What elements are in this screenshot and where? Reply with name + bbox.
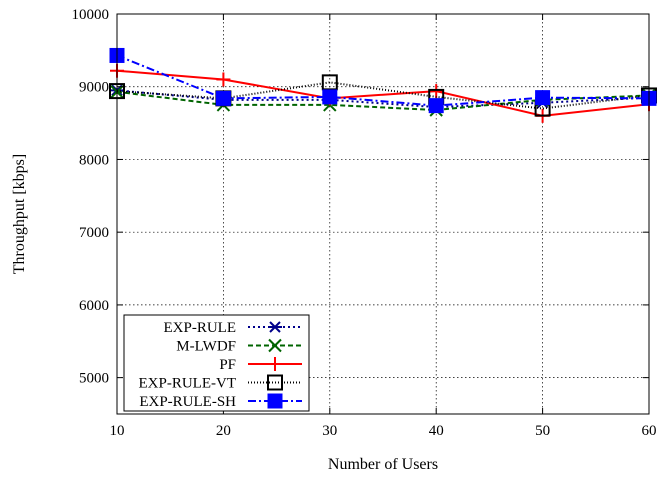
y-axis-label: Throughput [kbps] bbox=[11, 154, 28, 274]
x-tick-label: 20 bbox=[216, 423, 231, 439]
y-tick-label: 8000 bbox=[79, 152, 109, 168]
legend-label: PF bbox=[219, 357, 236, 373]
series-line bbox=[116, 90, 650, 112]
y-tick-label: 9000 bbox=[79, 80, 109, 96]
x-axis-label: Number of Users bbox=[328, 456, 438, 473]
legend-marker bbox=[267, 374, 283, 391]
grid-lines bbox=[117, 14, 649, 414]
x-tick-label: 60 bbox=[642, 423, 657, 439]
legend-label: EXP-RULE bbox=[164, 320, 237, 336]
legend-label: EXP-RULE-SH bbox=[139, 394, 236, 410]
axis-ticks bbox=[116, 13, 650, 414]
series-line bbox=[116, 54, 650, 107]
legend-marker bbox=[267, 393, 283, 409]
y-tick-label: 7000 bbox=[79, 225, 109, 241]
legend-entry: PF bbox=[219, 357, 302, 373]
legend-entry: EXP-RULE bbox=[164, 320, 302, 336]
series-line bbox=[116, 81, 650, 110]
legend-marker bbox=[268, 357, 282, 371]
legend-label: EXP-RULE-VT bbox=[139, 376, 237, 392]
series-pf bbox=[110, 63, 656, 123]
series-line bbox=[116, 89, 650, 109]
legend-entry: M-LWDF bbox=[176, 339, 302, 355]
plot-frame bbox=[116, 13, 650, 415]
data-point bbox=[216, 72, 231, 87]
legend-marker bbox=[268, 338, 282, 353]
legend-marker bbox=[268, 321, 282, 333]
legend-entry: EXP-RULE-SH bbox=[139, 393, 302, 410]
x-tick-label: 10 bbox=[110, 423, 125, 439]
y-tick-label: 5000 bbox=[79, 371, 109, 387]
data-point bbox=[215, 90, 231, 106]
x-tick-label: 40 bbox=[429, 423, 444, 439]
y-tick-label: 10000 bbox=[72, 7, 110, 23]
x-tick-label: 50 bbox=[535, 423, 550, 439]
tick-labels: 10 20 30 40 50 60 5000 6000 7000 8000 9000 10000 bbox=[72, 7, 657, 439]
y-tick-label: 6000 bbox=[79, 298, 109, 314]
legend: EXP-RULE M-LWDF PF EXP-RULE-VT EXP-RULE-SH bbox=[123, 314, 310, 412]
series-line bbox=[116, 69, 650, 117]
legend-label: M-LWDF bbox=[176, 339, 236, 355]
data-point bbox=[428, 98, 444, 114]
data-point bbox=[322, 89, 338, 105]
data-point bbox=[535, 90, 551, 106]
x-tick-label: 30 bbox=[322, 423, 337, 439]
data-point bbox=[429, 84, 444, 99]
legend-entry: EXP-RULE-VT bbox=[139, 374, 302, 392]
data-point bbox=[321, 74, 338, 91]
series-layer bbox=[109, 47, 657, 123]
